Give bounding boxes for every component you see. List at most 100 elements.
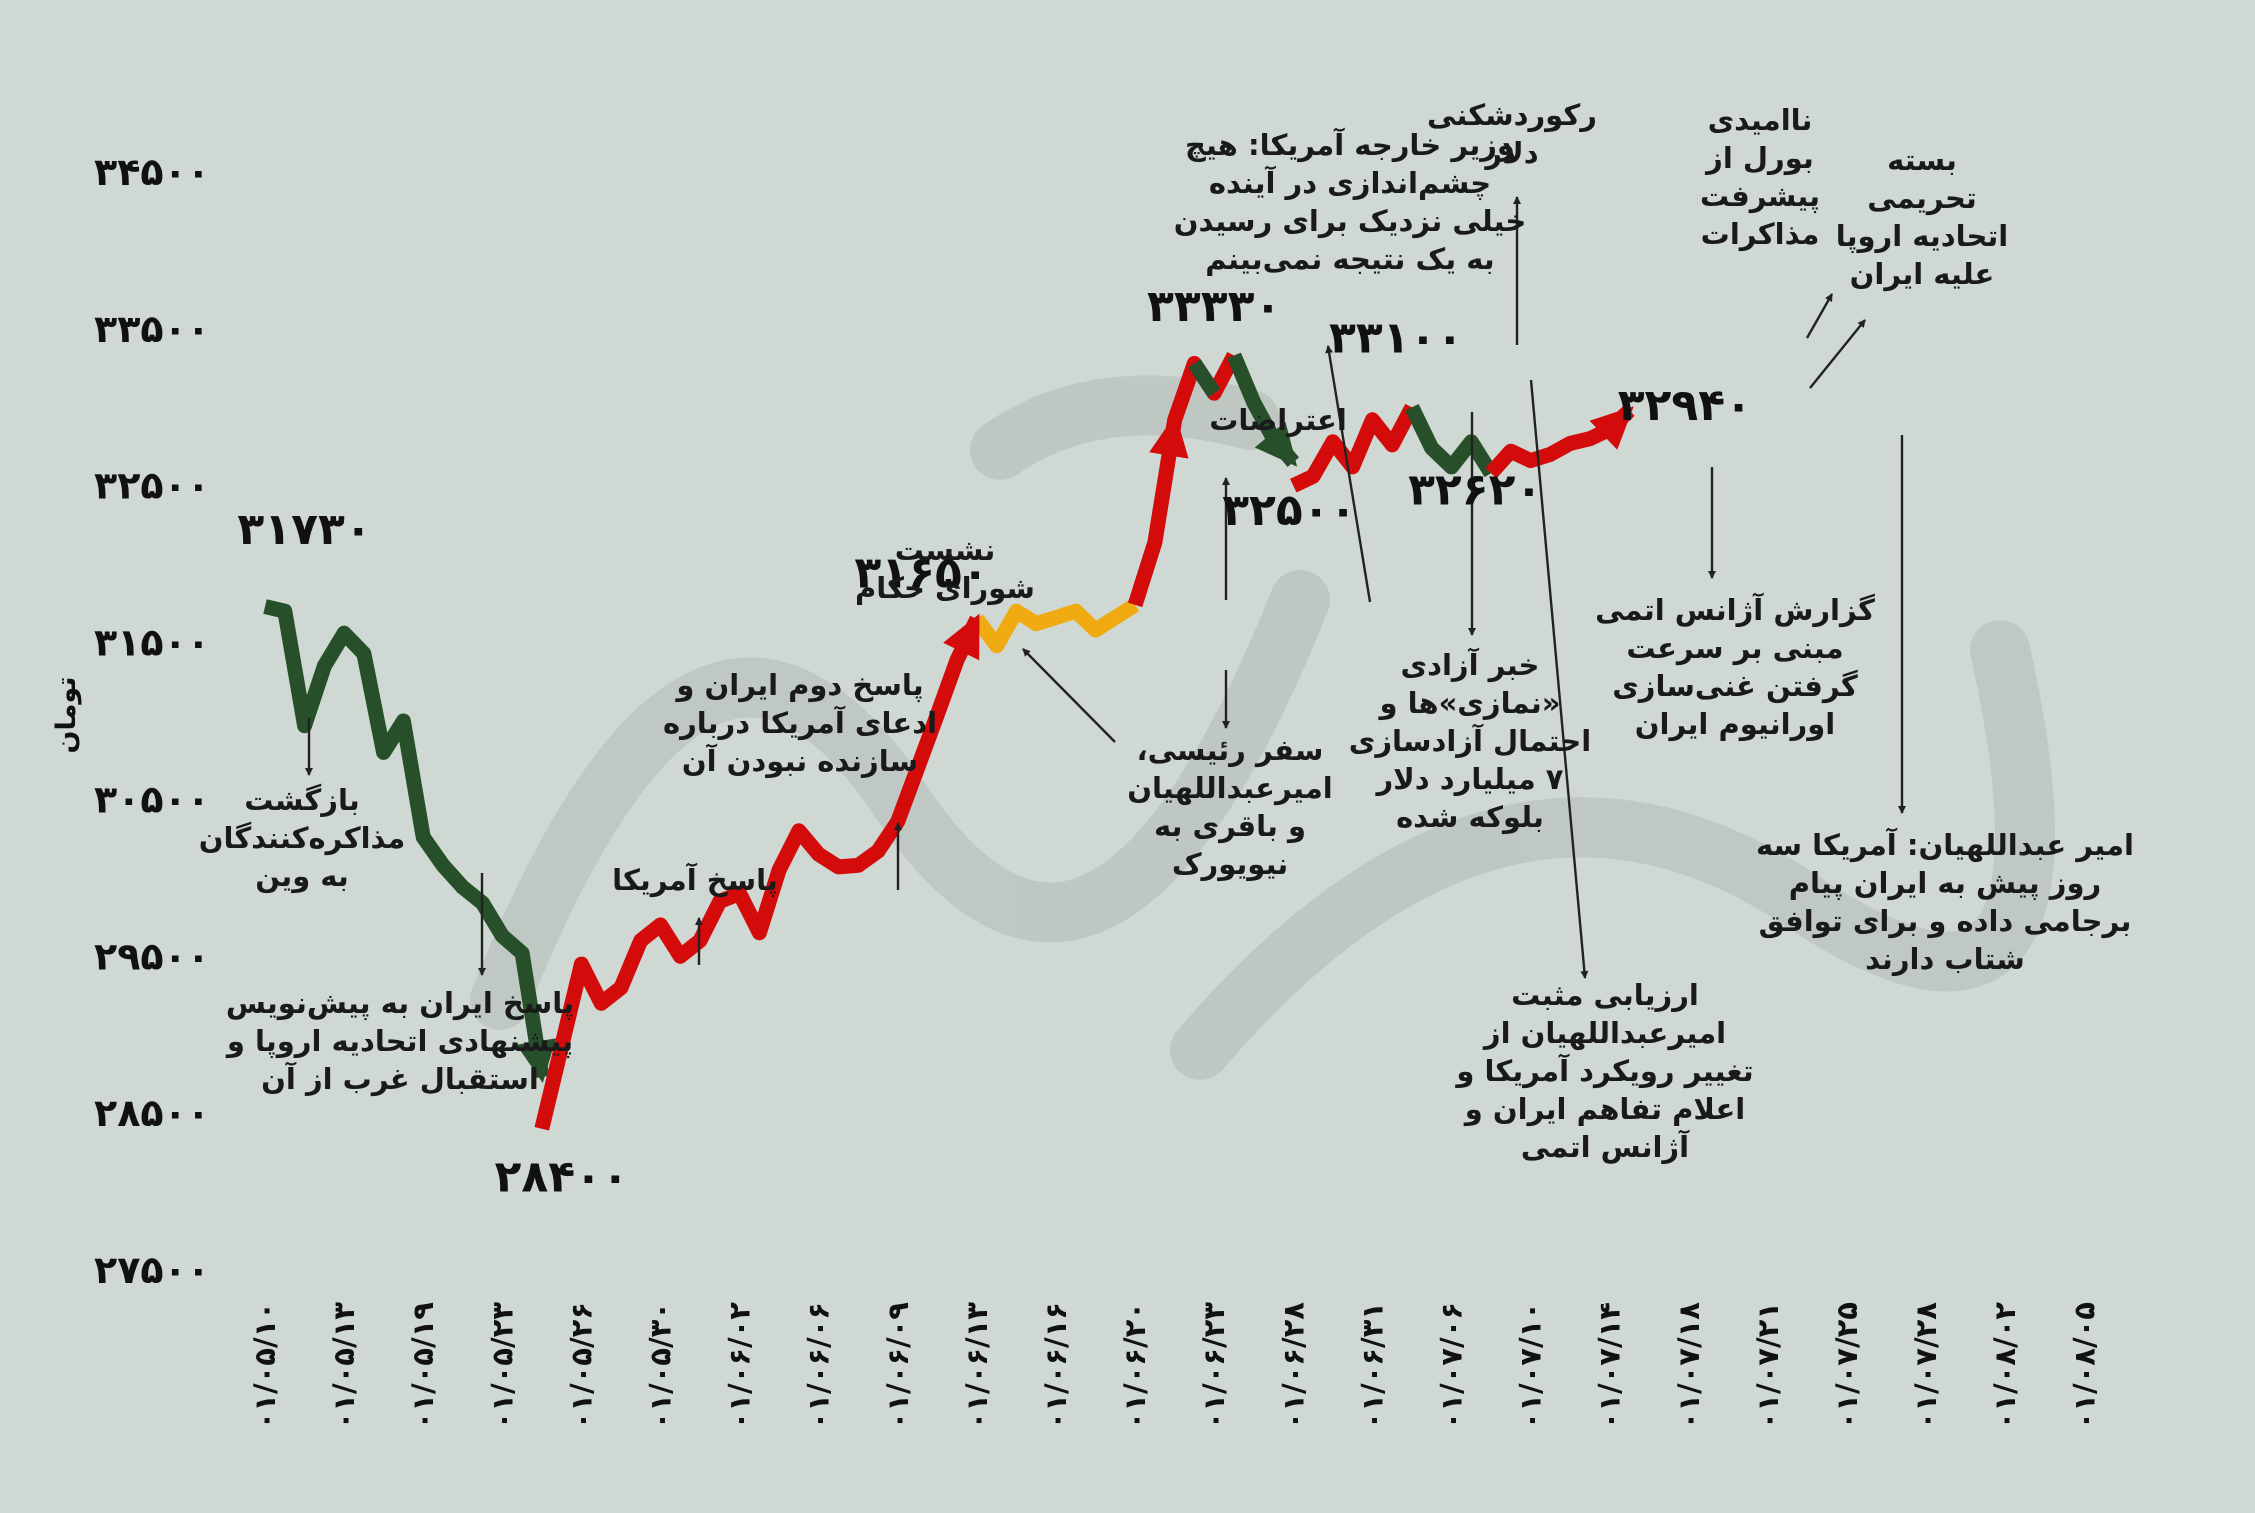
annotation-line: بسته bbox=[1887, 143, 1957, 177]
annotation-text: وزیر خارجه آمریکا: هیچ چشم‌اندازی در آیند… bbox=[1174, 127, 1527, 276]
annotation-pointer bbox=[1809, 319, 1866, 389]
y-axis-label: تومان bbox=[51, 677, 82, 754]
annotation-line: و باقری به bbox=[1154, 809, 1306, 843]
annotation-line: مذاکره‌کنندگان bbox=[199, 821, 405, 855]
annotation-pointer bbox=[1529, 379, 1589, 979]
annotation-line: ادعای آمریکا درباره bbox=[663, 705, 937, 740]
annotation-line: ۷ میلیارد دلار bbox=[1374, 762, 1563, 796]
annotation-text: اعتراضات bbox=[1209, 403, 1347, 437]
annotation-line: اعتراضات bbox=[1209, 403, 1347, 437]
x-tick-label: ۰۱/۰۶/۲۰ bbox=[1118, 1302, 1152, 1429]
series-line-down bbox=[1405, 404, 1498, 478]
annotation-line: سفر رئیسی، bbox=[1137, 733, 1324, 767]
x-tick-label: ۰۱/۰۸/۰۵ bbox=[2067, 1302, 2101, 1429]
annotation-line: مذاکرات bbox=[1701, 217, 1820, 251]
value-label: ۲۸۴۰۰ bbox=[494, 1152, 628, 1203]
x-tick-label: ۰۱/۰۵/۱۰ bbox=[248, 1302, 282, 1429]
annotation-text: خبر آزادی «نمازی»ها و احتمال آزادسازی ۷ میل… bbox=[1349, 647, 1591, 834]
annotation-text: نشست شورای حکام bbox=[855, 533, 1035, 605]
annotation-line: وزیر خارجه آمریکا: هیچ bbox=[1185, 127, 1515, 162]
x-tick-label: ۰۱/۰۷/۲۱ bbox=[1751, 1302, 1785, 1429]
x-tick-label: ۰۱/۰۷/۲۵ bbox=[1830, 1302, 1864, 1429]
annotation-line: چشم‌اندازی در آینده bbox=[1209, 165, 1491, 201]
x-tick-label: ۰۱/۰۷/۱۴ bbox=[1593, 1302, 1627, 1429]
x-tick-label: ۰۱/۰۶/۱۶ bbox=[1039, 1302, 1073, 1429]
annotation-text: ناامیدی بورل از پیشرفت مذاکرات bbox=[1700, 103, 1820, 251]
x-tick-label: ۰۱/۰۶/۰۶ bbox=[802, 1302, 836, 1429]
annotation-line: گرفتن غنی‌سازی bbox=[1612, 669, 1858, 703]
y-tick-label: ۳۱۵۰۰ bbox=[94, 621, 210, 665]
price-series bbox=[263, 352, 1635, 1131]
annotation-line: بازگشت bbox=[244, 783, 360, 817]
annotation-line: خبر آزادی bbox=[1401, 647, 1540, 682]
annotation-line: پیشرفت bbox=[1700, 179, 1820, 214]
value-label: ۳۳۱۰۰ bbox=[1329, 312, 1463, 363]
trend-arrowhead bbox=[1149, 413, 1189, 459]
annotation-line: «نمازی»ها و bbox=[1377, 686, 1560, 720]
series-line-up bbox=[1290, 403, 1419, 493]
annotation-line: خیلی نزدیک برای رسیدن bbox=[1174, 204, 1527, 238]
annotation-line: به وین bbox=[255, 859, 349, 893]
value-label: ۳۳۳۳۰ bbox=[1147, 281, 1281, 332]
annotations: بازگشت مذاکره‌کنندگان به وین پاسخ ایران به … bbox=[199, 98, 2134, 1164]
value-label: ۳۲۶۲۰ bbox=[1408, 465, 1542, 516]
series-line-down bbox=[1188, 359, 1221, 398]
annotation-line: روز پیش به ایران پیام bbox=[1789, 866, 2101, 901]
trend-arrowhead bbox=[1254, 421, 1298, 467]
value-label: ۳۲۹۴۰ bbox=[1618, 380, 1752, 431]
annotation-text: سفر رئیسی، امیرعبداللهیان و باقری به نیویور… bbox=[1127, 733, 1332, 881]
trend-arrowhead bbox=[516, 1038, 556, 1083]
annotation-line: تحریمی bbox=[1867, 181, 1977, 215]
value-labels: ۳۱۷۳۰ ۲۸۴۰۰ ۳۱۶۵۰ ۳۳۳۳۰ ۳۲۵۰۰ ۳۳۱۰۰ ۳۲۶۲۰ ۳۲۹۴۰ bbox=[237, 281, 1752, 1203]
annotation-line: گزارش آژانس اتمی bbox=[1595, 592, 1875, 627]
annotation-line: پاسخ آمریکا bbox=[612, 862, 778, 898]
annotation-line: مبنی بر سرعت bbox=[1626, 631, 1843, 665]
annotation-pointer bbox=[1325, 345, 1372, 603]
x-tick-label: ۰۱/۰۷/۱۸ bbox=[1672, 1302, 1706, 1430]
value-label: ۳۲۵۰۰ bbox=[1222, 485, 1356, 536]
x-tick-label: ۰۱/۰۶/۲۸ bbox=[1276, 1302, 1310, 1430]
x-tick-label: ۰۱/۰۵/۱۳ bbox=[327, 1302, 361, 1430]
annotation-line: اعلام تفاهم ایران و bbox=[1463, 1092, 1745, 1126]
annotation-line: احتمال آزادسازی bbox=[1349, 723, 1591, 758]
annotation-pointer bbox=[1805, 293, 1834, 339]
x-tick-label: ۰۱/۰۷/۰۶ bbox=[1435, 1302, 1469, 1429]
annotation-text: رکوردشکنی دلار bbox=[1427, 98, 1597, 170]
annotation-line: به یک نتیجه نمی‌بینم bbox=[1205, 242, 1494, 276]
x-tick-label: ۰۱/۰۵/۱۹ bbox=[406, 1302, 440, 1430]
annotation-line: آژانس اتمی bbox=[1521, 1129, 1690, 1164]
x-tick-label: ۰۱/۰۶/۳۱ bbox=[1355, 1302, 1389, 1429]
annotation-line: پاسخ دوم ایران و bbox=[674, 668, 923, 703]
y-tick-label: ۳۲۵۰۰ bbox=[94, 464, 210, 508]
y-tick-label: ۲۹۵۰۰ bbox=[94, 934, 210, 978]
value-label: ۳۱۷۳۰ bbox=[237, 504, 371, 555]
annotation-text: پاسخ آمریکا bbox=[612, 862, 778, 898]
x-tick-label: ۰۱/۰۷/۱۰ bbox=[1514, 1302, 1548, 1429]
annotation-text: گزارش آژانس اتمی مبنی بر سرعت گرفتن غنی‌سا… bbox=[1595, 592, 1875, 741]
annotation-line: سازنده نبودن آن bbox=[682, 743, 918, 778]
annotation-text: پاسخ ایران به پیش‌نویس پیشنهادی اتحادیه ا… bbox=[225, 986, 574, 1096]
series-line-down bbox=[263, 599, 550, 1079]
annotation-text: امیر عبداللهیان: آمریکا سه روز پیش به ایر… bbox=[1756, 827, 2134, 976]
x-tick-label: ۰۱/۰۶/۰۹ bbox=[881, 1302, 915, 1430]
annotation-line: ناامیدی bbox=[1708, 103, 1813, 137]
annotation-line: پیشنهادی اتحادیه اروپا و bbox=[225, 1024, 573, 1059]
annotation-line: ارزیابی مثبت bbox=[1511, 978, 1699, 1012]
annotation-text: بسته تحریمی اتحادیه اروپا علیه ایران bbox=[1836, 143, 2009, 291]
annotation-line: استقبال غرب از آن bbox=[261, 1061, 539, 1096]
x-tick-label: ۰۱/۰۵/۲۶ bbox=[564, 1302, 598, 1429]
annotation-line: اورانیوم ایران bbox=[1635, 707, 1835, 741]
annotation-line: امیر عبداللهیان: آمریکا سه bbox=[1756, 827, 2134, 862]
annotation-line: پاسخ ایران به پیش‌نویس bbox=[226, 986, 574, 1021]
value-label: ۳۱۶۵۰ bbox=[854, 548, 988, 599]
x-tick-label: ۰۱/۰۷/۲۸ bbox=[1909, 1302, 1943, 1430]
series-line-up bbox=[534, 615, 984, 1131]
annotation-pointers bbox=[305, 196, 1906, 979]
y-tick-label: ۳۳۵۰۰ bbox=[94, 307, 210, 351]
annotation-line: بلوکه شده bbox=[1396, 800, 1544, 834]
annotation-line: تغییر رویکرد آمریکا و bbox=[1454, 1053, 1753, 1088]
y-tick-label: ۲۸۵۰۰ bbox=[94, 1091, 210, 1135]
annotation-pointer bbox=[1022, 648, 1116, 743]
annotation-line: امیرعبداللهیان bbox=[1127, 771, 1332, 805]
